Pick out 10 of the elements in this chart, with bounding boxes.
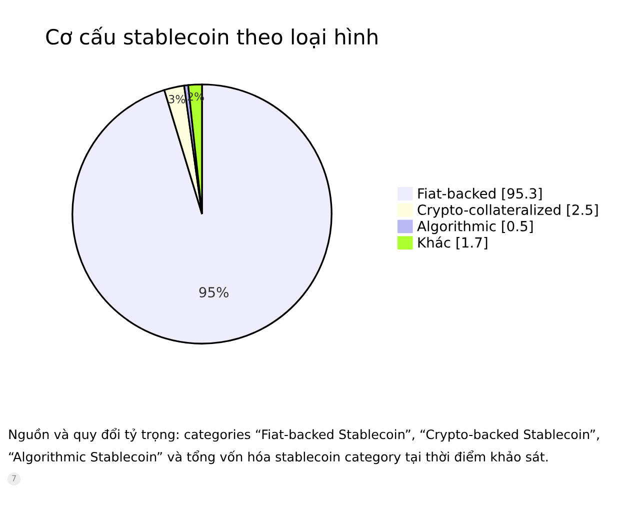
pie-slice <box>72 84 332 344</box>
legend-label: Crypto-collateralized [2.5] <box>418 204 598 218</box>
text: Nguồn và quy đổi tỷ trọng: categories “Fiat-backed Stablecoin”, “Crypto-backed Stablecoin”, “Algorithmic Stablecoin” và tổng vốn hóa stablecoin category tại thời điểm khảo sát. <box>9 428 599 464</box>
chart-title: Cơ cấu stablecoin theo loại hình <box>46 26 378 48</box>
data-label: 3% <box>168 94 186 104</box>
legend-label: Khác [1.7] <box>418 236 488 250</box>
legend-label: Algorithmic [0.5] <box>417 220 533 234</box>
text: 7 <box>12 475 16 482</box>
legend-label: Fiat-backed [95.3] <box>418 188 542 200</box>
data-label: 95% <box>199 287 228 298</box>
